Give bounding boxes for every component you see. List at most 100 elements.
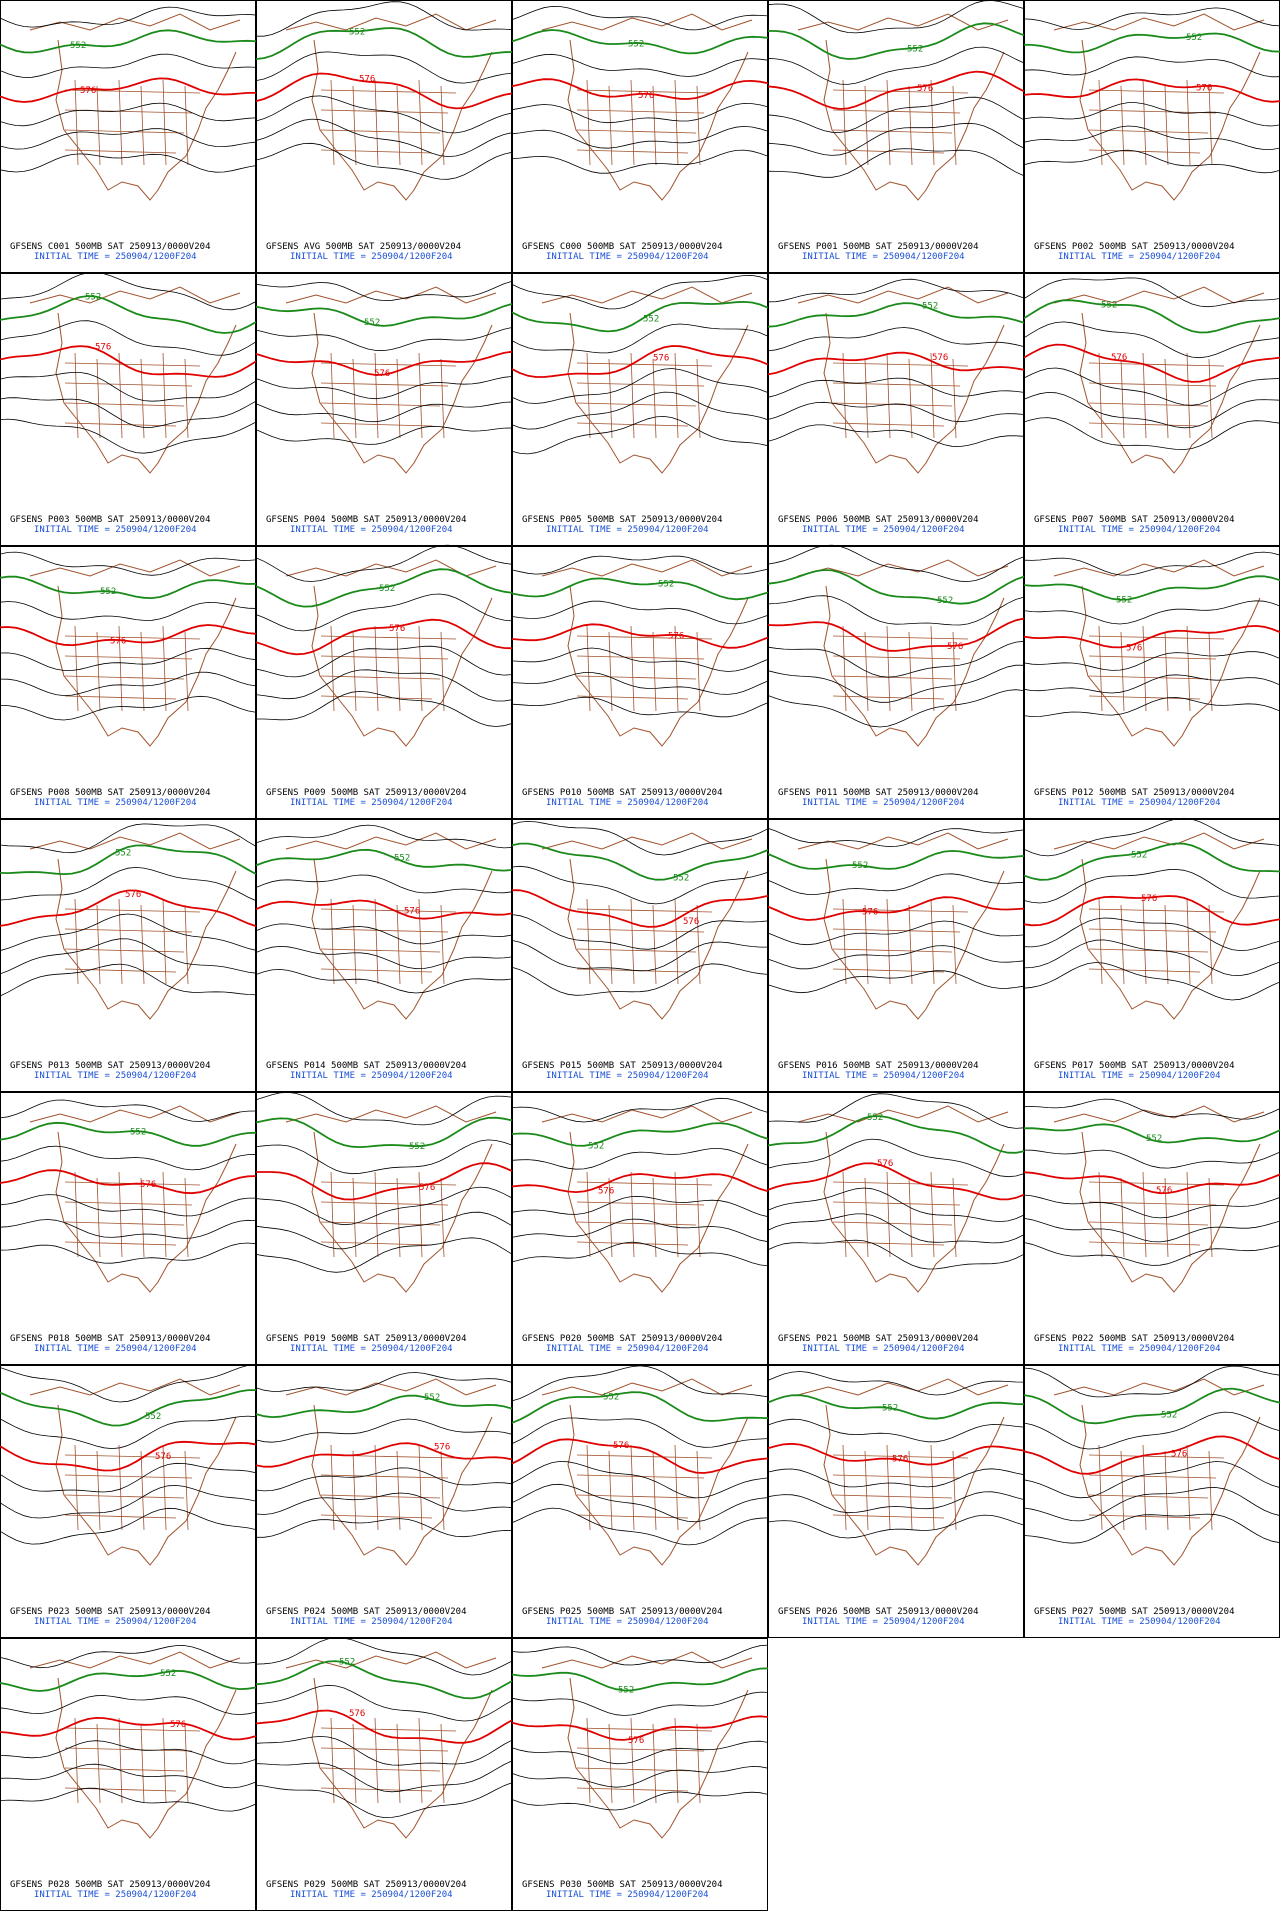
map-panel: 552 576 GFSENS P027 500MB SAT 250913/0000V…: [1023, 1365, 1280, 1638]
state-border: [184, 1450, 189, 1531]
state-border: [1142, 898, 1147, 985]
contour-576: [255, 350, 513, 376]
state-border: [576, 695, 689, 700]
contour-552: [767, 302, 1025, 328]
state-border: [630, 1171, 635, 1258]
contour: [255, 327, 513, 352]
state-border: [64, 675, 185, 680]
contour: [767, 1239, 1025, 1270]
coastline: [285, 1105, 497, 1123]
state-border: [586, 1444, 591, 1531]
contour: [511, 647, 769, 672]
contour-label: 576: [170, 1720, 186, 1730]
coastline: [567, 312, 749, 474]
map-panel: 552 576 GFSENS P011 500MB SAT 250913/0000V…: [767, 544, 1025, 819]
coastline: [1053, 1105, 1265, 1123]
panel-border: [768, 1365, 1024, 1638]
contour: [767, 1138, 1025, 1178]
state-border: [674, 352, 679, 439]
contour: [0, 1219, 257, 1239]
map-panel: 552 576 GFSENS P026 500MB SAT 250913/0000V…: [767, 1365, 1025, 1638]
state-border: [832, 382, 961, 387]
contour: [256, 690, 513, 727]
contour-552: [511, 29, 769, 55]
coastline: [285, 832, 497, 850]
coastline: [823, 312, 1005, 474]
map-panel: 552 576 GFSENS P021 500MB SAT 250913/0000V…: [767, 1092, 1025, 1365]
panel-title: GFSENS P012 500MB SAT 250913/0000V204: [1034, 788, 1234, 798]
contour: [255, 1372, 513, 1392]
state-border: [330, 1171, 335, 1258]
state-border: [832, 675, 953, 680]
contour: [0, 418, 257, 454]
panel-initial-time: INITIAL TIME = 250904/1200F204: [34, 1890, 197, 1900]
state-border: [1088, 382, 1217, 387]
coastline: [311, 39, 493, 201]
contour: [255, 593, 513, 632]
panel-border: [512, 819, 768, 1092]
state-border: [832, 1221, 953, 1226]
contour: [767, 46, 1025, 85]
coastline: [29, 286, 241, 304]
contour: [511, 696, 769, 718]
contour: [256, 1, 513, 37]
panel-initial-time: INITIAL TIME = 250904/1200F204: [802, 525, 965, 535]
coastline: [29, 1378, 241, 1396]
state-border: [1088, 1241, 1201, 1246]
map-panel: 552 576 GFSENS C000 500MB SAT 250913/0000V…: [511, 0, 769, 273]
state-border: [576, 948, 697, 953]
state-border: [96, 1723, 101, 1804]
contour-576: [767, 617, 1025, 652]
state-border: [320, 968, 433, 973]
contour-label: 552: [409, 1142, 425, 1152]
contour: [0, 6, 257, 28]
coastline: [1053, 13, 1265, 31]
panel-border: [768, 1092, 1024, 1365]
panel-title: GFSENS P003 500MB SAT 250913/0000V204: [10, 515, 210, 525]
contour-576: [255, 72, 513, 110]
state-border: [842, 1171, 847, 1258]
contour-576: [256, 1162, 513, 1201]
panel-border: [256, 819, 512, 1092]
map-panel: 552 576 GFSENS P020 500MB SAT 250913/0000V…: [511, 1092, 769, 1365]
map-panel: 552 576 GFSENS P023 500MB SAT 250913/0000V…: [0, 1364, 257, 1638]
contour: [511, 274, 769, 310]
panel-initial-time: INITIAL TIME = 250904/1200F204: [546, 798, 709, 808]
contour-label: 576: [628, 1736, 644, 1746]
coastline: [541, 559, 753, 577]
state-border: [832, 1474, 961, 1479]
state-border: [1208, 904, 1213, 985]
contour: [511, 963, 769, 996]
contour: [511, 53, 769, 77]
state-border: [352, 904, 357, 985]
state-border: [608, 1177, 613, 1258]
state-border: [1098, 79, 1103, 166]
state-border: [320, 402, 441, 407]
state-border: [418, 352, 423, 439]
contour: [0, 1645, 257, 1669]
state-border: [64, 1474, 193, 1479]
state-border: [330, 352, 335, 439]
state-border: [576, 1747, 705, 1752]
contour: [255, 1091, 513, 1126]
map-panel: 552 576 GFSENS P025 500MB SAT 250913/0000V…: [511, 1365, 769, 1638]
contour-552: [1023, 32, 1280, 54]
contour: [0, 1507, 257, 1545]
state-border: [1088, 362, 1225, 367]
panel-border: [0, 546, 256, 819]
contour-576: [0, 1169, 257, 1195]
map-panel: 552 576 GFSENS P009 500MB SAT 250913/0000V…: [255, 544, 513, 819]
state-border: [696, 1723, 701, 1804]
contour-label: 576: [374, 369, 390, 379]
state-border: [64, 1221, 185, 1226]
contour-label: 576: [419, 1183, 435, 1193]
contour: [511, 555, 769, 575]
state-border: [374, 79, 379, 166]
panel-initial-time: INITIAL TIME = 250904/1200F204: [290, 1890, 453, 1900]
state-border: [886, 352, 891, 439]
state-border: [162, 1717, 167, 1804]
state-border: [630, 625, 635, 712]
map-panel: 552 576 GFSENS P019 500MB SAT 250913/0000V…: [255, 1091, 513, 1365]
contour: [255, 1735, 513, 1766]
state-border: [320, 1514, 433, 1519]
